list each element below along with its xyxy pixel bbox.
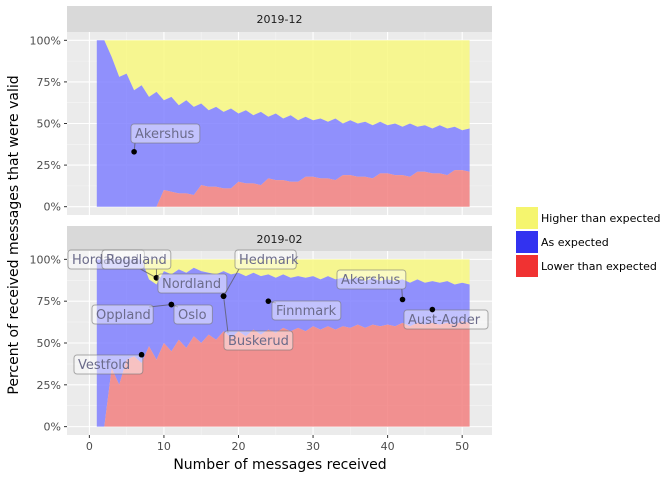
area-higher-than-expected — [96, 40, 470, 131]
facet-strip — [67, 226, 492, 251]
point-label-aust-agder: Aust-Agder — [408, 313, 481, 328]
label-leader-line — [223, 296, 229, 334]
x-tick-label: 30 — [306, 440, 320, 453]
area-as-expected — [96, 40, 470, 207]
point-label-akershus: Akershus — [341, 273, 401, 288]
label-box — [130, 123, 201, 144]
legend-key-expected — [516, 231, 538, 253]
panel-2019-12: 2019-12 Akershus 0% 25% 50% 75% 100% — [30, 6, 492, 215]
area-lower-than-expected — [96, 321, 470, 427]
label-leader-line — [140, 268, 157, 279]
legend-key-lower — [516, 255, 538, 277]
area-lower-than-expected — [96, 170, 470, 207]
data-point — [138, 351, 145, 358]
label-box — [271, 300, 342, 321]
point-label-hordaland: Hordaland — [72, 253, 139, 268]
label-box — [73, 354, 144, 375]
label-box — [336, 269, 407, 290]
y-axis-title: Percent of received messages that were v… — [6, 75, 22, 394]
area-higher-than-expected — [96, 259, 470, 285]
y-tick-label: 75% — [37, 76, 61, 89]
facet-title: 2019-12 — [257, 13, 303, 26]
y-tick-label: 0% — [44, 201, 61, 214]
y-tick-label: 50% — [37, 118, 61, 131]
point-label-nordland: Nordland — [162, 277, 221, 292]
point-label-finnmark: Finnmark — [276, 304, 337, 319]
point-label-rogaland: Rogaland — [106, 253, 167, 268]
area-as-expected — [96, 259, 470, 427]
x-tick-label: 0 — [86, 440, 93, 453]
data-point — [399, 296, 406, 303]
label-box — [223, 330, 294, 351]
data-point — [265, 298, 272, 304]
legend-label-lower: Lower than expected — [541, 260, 657, 273]
legend-key-higher — [516, 207, 538, 229]
facet-strip — [67, 6, 492, 32]
point-label-vestfold: Vestfold — [78, 358, 130, 373]
data-point — [168, 301, 175, 308]
panel-2019-02: 2019-02 Vestfold Oppland Oslo HordalandRogal… — [30, 226, 492, 435]
data-point — [131, 148, 137, 155]
legend-label-expected: As expected — [541, 236, 609, 249]
y-tick-label: 0% — [44, 421, 61, 434]
y-tick-label: 25% — [37, 379, 61, 392]
x-tick-label: 40 — [381, 440, 395, 453]
label-box — [234, 249, 297, 270]
x-tick-label: 20 — [231, 440, 245, 453]
label-box — [403, 309, 489, 330]
facet-title: 2019-02 — [257, 233, 303, 246]
legend: Higher than expected As expected Lower t… — [516, 207, 661, 277]
label-box — [91, 304, 154, 325]
point-label-oppland: Oppland — [96, 308, 151, 323]
point-label-buskerud: Buskerud — [228, 334, 289, 349]
label-box — [157, 273, 228, 294]
x-axis-title: Number of messages received — [173, 457, 386, 473]
data-point — [429, 306, 436, 313]
y-tick-label: 50% — [37, 337, 61, 350]
label-box — [101, 249, 172, 270]
y-tick-label: 100% — [30, 253, 61, 266]
legend-label-higher: Higher than expected — [541, 212, 661, 225]
y-tick-label: 75% — [37, 295, 61, 308]
label-leader-line — [223, 268, 240, 297]
point-label-hedmark: Hedmark — [239, 253, 299, 268]
x-tick-label: 10 — [157, 440, 171, 453]
y-tick-label: 100% — [30, 34, 61, 47]
point-label-akershus: Akershus — [135, 127, 195, 142]
data-point — [220, 293, 227, 299]
label-box — [173, 304, 213, 325]
point-label-oslo: Oslo — [178, 308, 207, 323]
x-tick-label: 50 — [455, 440, 469, 453]
y-tick-label: 25% — [37, 159, 61, 172]
